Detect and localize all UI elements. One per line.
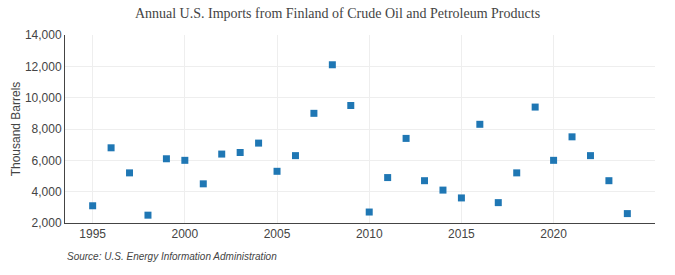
svg-text:12,000: 12,000 [25, 60, 62, 74]
svg-text:1995: 1995 [79, 227, 106, 241]
svg-text:6,000: 6,000 [32, 154, 62, 168]
svg-text:4,000: 4,000 [32, 185, 62, 199]
svg-text:8,000: 8,000 [32, 122, 62, 136]
svg-text:2005: 2005 [264, 227, 291, 241]
svg-text:14,000: 14,000 [25, 28, 62, 42]
svg-text:2,000: 2,000 [32, 216, 62, 230]
svg-text:Thousand Barrels: Thousand Barrels [9, 82, 23, 177]
svg-text:2020: 2020 [540, 227, 567, 241]
svg-text:10,000: 10,000 [25, 91, 62, 105]
svg-text:2015: 2015 [448, 227, 475, 241]
svg-text:Annual U.S. Imports from Finla: Annual U.S. Imports from Finland of Crud… [135, 6, 540, 21]
svg-text:2010: 2010 [356, 227, 383, 241]
svg-text:Source: U.S. Energy Informatio: Source: U.S. Energy Information Administ… [67, 251, 277, 262]
svg-text:2000: 2000 [171, 227, 198, 241]
